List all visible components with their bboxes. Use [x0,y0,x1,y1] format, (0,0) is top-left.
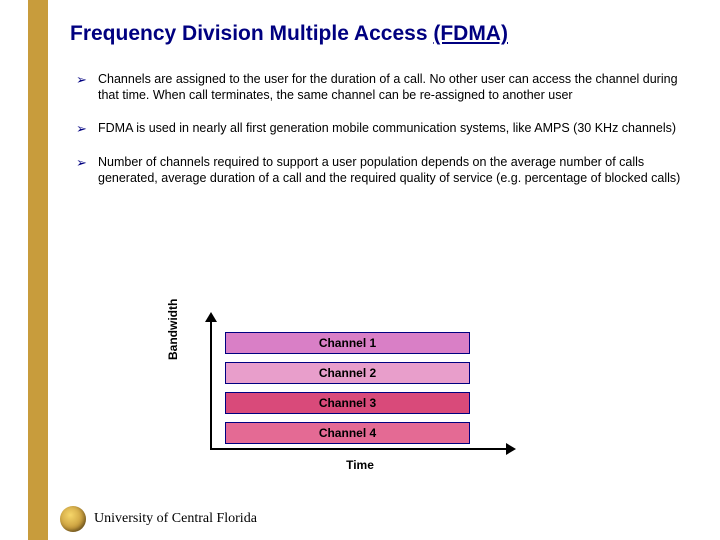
footer-text: University of Central Florida [94,511,257,527]
x-axis-label: Time [320,458,400,472]
bullet-item: FDMA is used in nearly all first generat… [76,121,690,137]
gold-sidebar [28,0,48,540]
channel-bar: Channel 4 [225,422,470,444]
channel-bar: Channel 2 [225,362,470,384]
bullet-item: Number of channels required to support a… [76,155,690,186]
channel-bar: Channel 3 [225,392,470,414]
title-main: Frequency Division Multiple Access [70,22,433,45]
slide-content: Frequency Division Multiple Access (FDMA… [70,22,690,204]
bullet-item: Channels are assigned to the user for th… [76,72,690,103]
slide-title: Frequency Division Multiple Access (FDMA… [70,22,690,46]
fdma-diagram: Bandwidth Time Channel 1 Channel 2 Chann… [170,318,530,478]
y-axis [210,318,212,450]
x-axis-arrow [506,443,516,455]
ucf-seal-icon [60,506,86,532]
channel-bar: Channel 1 [225,332,470,354]
title-acronym: (FDMA) [433,22,508,45]
x-axis [210,448,510,450]
bullet-list: Channels are assigned to the user for th… [70,72,690,186]
footer: University of Central Florida [60,506,257,532]
y-axis-label: Bandwidth [166,299,180,360]
